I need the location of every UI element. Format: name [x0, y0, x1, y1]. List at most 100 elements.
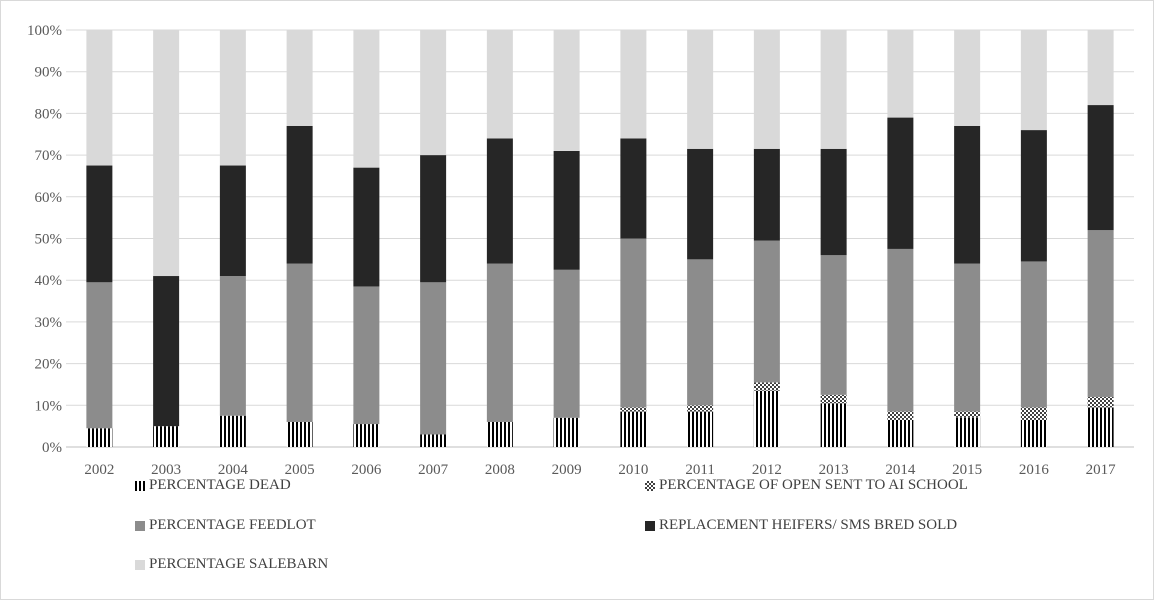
legend-item: PERCENTAGE FEEDLOT	[135, 517, 316, 534]
bar-segment-percentage-dead-2006	[353, 424, 380, 447]
bar-segment-replacement-heifers-sms-bred-sold-2015	[954, 125, 981, 264]
bar-segment-percentage-feedlot-2007	[420, 282, 447, 435]
bar-segment-replacement-heifers-sms-bred-sold-2004	[219, 165, 246, 277]
legend-swatch	[645, 520, 655, 531]
y-tick-label: 80%	[35, 106, 63, 122]
x-tick-label: 2008	[485, 462, 515, 478]
bar-segment-percentage-feedlot-2004	[219, 276, 246, 416]
bar-segment-percentage-feedlot-2006	[353, 286, 380, 425]
bar-segment-percentage-of-open-sent-to-ai-school-2012	[753, 382, 780, 391]
y-tick-label: 70%	[35, 148, 63, 164]
bar-segment-percentage-salebarn-2012	[753, 30, 780, 149]
bar-segment-replacement-heifers-sms-bred-sold-2006	[353, 167, 380, 287]
bar-segment-percentage-feedlot-2012	[753, 240, 780, 383]
bar-segment-replacement-heifers-sms-bred-sold-2012	[753, 148, 780, 241]
x-tick-label: 2006	[351, 462, 382, 478]
legend-swatch	[135, 520, 145, 531]
bar-segment-percentage-salebarn-2004	[219, 30, 246, 166]
bar-segment-percentage-of-open-sent-to-ai-school-2017	[1087, 396, 1114, 408]
bar-segment-replacement-heifers-sms-bred-sold-2009	[553, 150, 580, 270]
bar-segment-percentage-salebarn-2008	[486, 30, 513, 139]
bar-segment-percentage-salebarn-2015	[954, 30, 981, 126]
bar-segment-percentage-of-open-sent-to-ai-school-2015	[954, 411, 981, 418]
bar-segment-percentage-salebarn-2016	[1020, 30, 1047, 131]
legend-item: PERCENTAGE DEAD	[135, 477, 291, 494]
bar-segment-percentage-feedlot-2010	[620, 238, 647, 408]
bar-segment-replacement-heifers-sms-bred-sold-2007	[420, 155, 447, 283]
x-tick-label: 2014	[885, 462, 916, 478]
bar-segment-percentage-salebarn-2007	[420, 30, 447, 156]
bar-segment-replacement-heifers-sms-bred-sold-2017	[1087, 105, 1114, 231]
legend-item: REPLACEMENT HEIFERS/ SMS BRED SOLD	[645, 517, 957, 534]
bar-segment-percentage-salebarn-2006	[353, 30, 380, 168]
y-tick-label: 0%	[42, 440, 62, 456]
legend-swatch	[135, 480, 145, 491]
legend-item: PERCENTAGE OF OPEN SENT TO AI SCHOOL	[645, 477, 968, 494]
bar-segment-percentage-salebarn-2013	[820, 30, 847, 149]
y-tick-label: 30%	[35, 315, 63, 331]
bar-segment-percentage-salebarn-2011	[687, 30, 714, 149]
bar-segment-percentage-of-open-sent-to-ai-school-2010	[620, 407, 647, 412]
bar-segment-percentage-dead-2016	[1020, 419, 1047, 447]
legend-swatch	[645, 480, 655, 491]
bar-segment-percentage-salebarn-2010	[620, 30, 647, 139]
bar-segment-percentage-dead-2004	[219, 415, 246, 447]
y-tick-label: 100%	[27, 23, 62, 39]
bar-segment-percentage-feedlot-2017	[1087, 230, 1114, 397]
bar-segment-percentage-dead-2014	[887, 419, 914, 447]
legend-label: PERCENTAGE OF OPEN SENT TO AI SCHOOL	[659, 477, 968, 493]
bar-segment-replacement-heifers-sms-bred-sold-2011	[687, 148, 714, 260]
x-tick-label: 2007	[418, 462, 449, 478]
bar-segment-percentage-salebarn-2009	[553, 30, 580, 151]
bar-segment-percentage-dead-2002	[86, 428, 113, 447]
x-tick-label: 2005	[285, 462, 315, 478]
y-tick-label: 20%	[35, 357, 63, 373]
legend-label: REPLACEMENT HEIFERS/ SMS BRED SOLD	[659, 517, 958, 533]
bar-segment-percentage-dead-2013	[820, 403, 847, 447]
y-tick-label: 10%	[35, 398, 63, 414]
bar-segment-percentage-salebarn-2003	[153, 30, 180, 277]
legend-label: PERCENTAGE SALEBARN	[149, 556, 329, 572]
bar-segment-percentage-dead-2012	[753, 390, 780, 447]
bar-segment-percentage-salebarn-2005	[286, 30, 313, 126]
legend-label: PERCENTAGE FEEDLOT	[149, 517, 316, 533]
bar-segment-replacement-heifers-sms-bred-sold-2016	[1020, 130, 1047, 262]
bar-segment-percentage-feedlot-2002	[86, 282, 113, 429]
x-tick-label: 2016	[1019, 462, 1050, 478]
x-tick-label: 2010	[618, 462, 648, 478]
bar-segment-percentage-dead-2007	[420, 434, 447, 447]
bar-segment-percentage-dead-2010	[620, 411, 647, 447]
x-tick-label: 2012	[752, 462, 782, 478]
x-tick-label: 2015	[952, 462, 982, 478]
bar-segment-replacement-heifers-sms-bred-sold-2010	[620, 138, 647, 239]
bar-segment-replacement-heifers-sms-bred-sold-2014	[887, 117, 914, 249]
x-tick-label: 2009	[552, 462, 582, 478]
bar-segment-replacement-heifers-sms-bred-sold-2002	[86, 165, 113, 283]
bar-segment-percentage-feedlot-2008	[486, 263, 513, 422]
bar-segment-percentage-salebarn-2014	[887, 30, 914, 118]
bar-segment-percentage-feedlot-2011	[687, 259, 714, 406]
bar-segment-percentage-dead-2017	[1087, 407, 1114, 447]
bar-segment-percentage-of-open-sent-to-ai-school-2016	[1020, 407, 1047, 420]
legend-label: PERCENTAGE DEAD	[149, 477, 291, 493]
y-axis-ticks: 0% 10% 20% 30% 40% 50% 60% 70% 80% 90% 100%	[27, 23, 62, 456]
bar-segment-percentage-feedlot-2005	[286, 263, 313, 422]
y-tick-label: 40%	[35, 273, 63, 289]
x-tick-label: 2011	[685, 462, 714, 478]
bar-segment-replacement-heifers-sms-bred-sold-2005	[286, 125, 313, 264]
legend-swatch	[135, 559, 145, 570]
bar-segment-percentage-feedlot-2015	[954, 263, 981, 412]
legend-item: PERCENTAGE SALEBARN	[135, 556, 328, 573]
bar-segment-percentage-dead-2005	[286, 421, 313, 447]
bar-segment-replacement-heifers-sms-bred-sold-2013	[820, 148, 847, 256]
y-tick-label: 60%	[35, 190, 63, 206]
bar-segment-percentage-dead-2009	[553, 417, 580, 447]
y-tick-label: 90%	[35, 65, 63, 81]
bar-segment-percentage-dead-2003	[153, 426, 180, 447]
bars	[86, 30, 1114, 447]
x-tick-label: 2013	[819, 462, 849, 478]
x-tick-label: 2003	[151, 462, 181, 478]
bar-segment-percentage-of-open-sent-to-ai-school-2014	[887, 411, 914, 420]
bar-segment-percentage-feedlot-2013	[820, 255, 847, 395]
